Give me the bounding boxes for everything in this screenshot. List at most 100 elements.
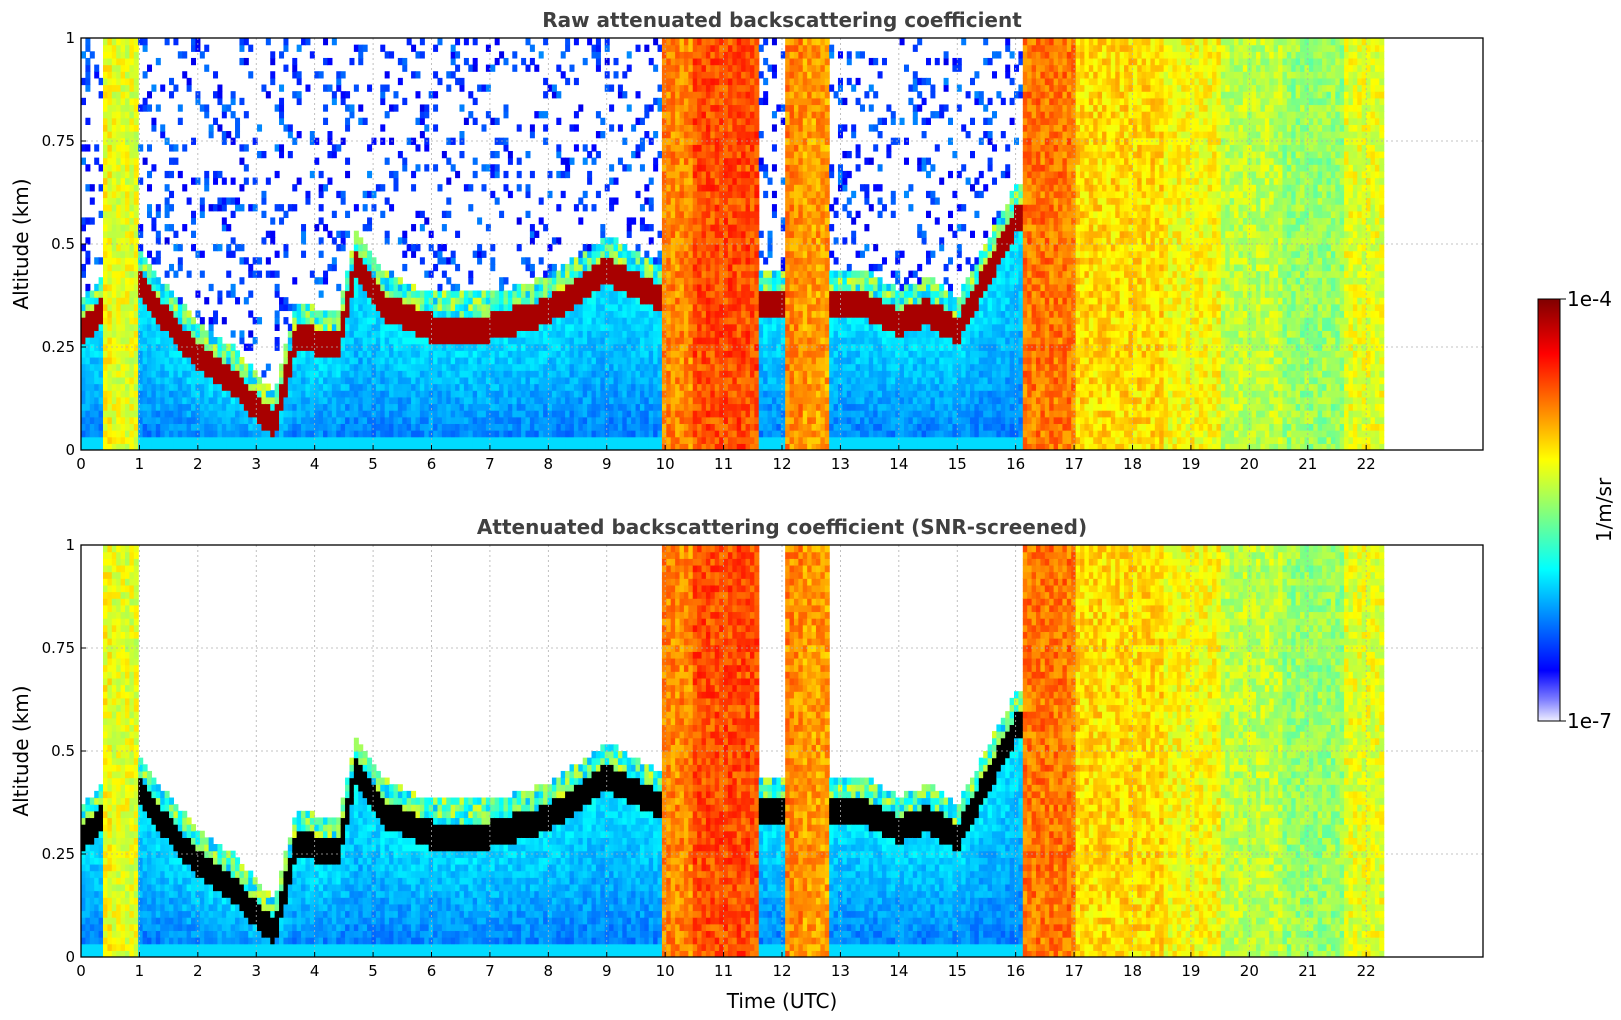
heatmap-cell	[208, 416, 214, 425]
heatmap-cell	[666, 97, 672, 106]
heatmap-cell	[389, 337, 395, 345]
heatmap-cell	[274, 383, 280, 391]
heatmap-cell	[107, 217, 113, 225]
heatmap-cell	[107, 383, 113, 391]
heatmap-cell	[661, 150, 667, 159]
heatmap-cell	[204, 184, 210, 192]
heatmap-cell	[617, 416, 623, 425]
heatmap-cell	[221, 363, 227, 371]
heatmap-cell	[697, 250, 703, 258]
heatmap-cell	[666, 410, 672, 418]
heatmap-cell	[142, 310, 148, 318]
heatmap-cell	[389, 423, 395, 431]
heatmap-cell	[661, 124, 667, 132]
heatmap-cell	[415, 91, 421, 99]
heatmap-cell	[683, 77, 689, 86]
heatmap-cell	[98, 403, 104, 411]
heatmap-cell	[631, 303, 637, 312]
heatmap-cell	[208, 410, 214, 418]
heatmap-cell	[116, 290, 122, 298]
heatmap-cell	[481, 250, 487, 258]
heatmap-cell	[591, 283, 597, 292]
heatmap-cell	[151, 350, 157, 358]
heatmap-cell	[587, 370, 593, 378]
heatmap-cell	[516, 317, 522, 325]
heatmap-cell	[661, 423, 667, 431]
heatmap-cell	[257, 376, 263, 385]
heatmap-cell	[160, 124, 166, 132]
heatmap-cell	[683, 250, 689, 258]
heatmap-cell	[525, 184, 531, 192]
heatmap-cell	[644, 290, 650, 298]
heatmap-cell	[481, 370, 487, 378]
heatmap-cell	[292, 416, 298, 425]
heatmap-cell	[371, 410, 377, 418]
heatmap-cell	[688, 217, 694, 225]
heatmap-cell	[657, 283, 663, 292]
heatmap-cell	[353, 337, 359, 345]
heatmap-cell	[437, 443, 443, 450]
heatmap-cell	[173, 356, 179, 365]
heatmap-cell	[604, 310, 610, 318]
heatmap-cell	[160, 430, 166, 438]
heatmap-cell	[494, 303, 500, 312]
heatmap-cell	[133, 323, 139, 331]
heatmap-cell	[626, 283, 632, 292]
heatmap-cell	[653, 303, 659, 312]
heatmap-cell	[485, 297, 491, 305]
heatmap-cell	[481, 363, 487, 371]
heatmap-cell	[437, 244, 443, 252]
heatmap-cell	[578, 297, 584, 305]
heatmap-cell	[160, 297, 166, 305]
heatmap-cell	[565, 423, 571, 431]
heatmap-cell	[468, 91, 474, 99]
heatmap-cell	[635, 270, 641, 278]
heatmap-cell	[195, 376, 201, 385]
heatmap-cell	[402, 430, 408, 438]
heatmap-cell	[622, 137, 628, 145]
heatmap-cell	[169, 363, 175, 371]
heatmap-cell	[455, 376, 461, 385]
heatmap-cell	[639, 277, 645, 285]
heatmap-cell	[521, 363, 527, 371]
heatmap-cell	[490, 164, 496, 172]
heatmap-cell	[362, 117, 368, 125]
heatmap-cell	[358, 283, 364, 292]
heatmap-cell	[622, 244, 628, 252]
heatmap-cell	[477, 84, 483, 92]
heatmap-cell	[683, 197, 689, 205]
heatmap-cell	[639, 430, 645, 438]
heatmap-cell	[367, 283, 373, 292]
heatmap-cell	[349, 270, 355, 278]
heatmap-cell	[415, 210, 421, 219]
heatmap-cell	[679, 310, 685, 318]
heatmap-cell	[670, 71, 676, 79]
heatmap-cell	[292, 343, 298, 351]
heatmap-cell	[103, 117, 108, 125]
heatmap-cell	[305, 84, 311, 92]
heatmap-cell	[644, 416, 650, 425]
heatmap-cell	[705, 363, 711, 371]
heatmap-cell	[177, 51, 183, 59]
heatmap-cell	[252, 423, 258, 431]
heatmap-cell	[679, 436, 685, 444]
heatmap-cell	[569, 124, 575, 132]
heatmap-cell	[661, 390, 667, 398]
heatmap-cell	[336, 310, 342, 318]
heatmap-cell	[547, 270, 553, 278]
heatmap-cell	[384, 363, 390, 371]
heatmap-cell	[648, 317, 654, 325]
heatmap-cell	[433, 124, 439, 132]
heatmap-cell	[463, 117, 469, 125]
heatmap-cell	[164, 423, 170, 431]
heatmap-cell	[648, 283, 654, 292]
heatmap-cell	[688, 124, 694, 132]
heatmap-cell	[353, 257, 359, 265]
heatmap-cell	[393, 337, 399, 345]
heatmap-cell	[463, 376, 469, 385]
heatmap-cell	[626, 337, 632, 345]
heatmap-cell	[393, 383, 399, 391]
heatmap-cell	[692, 430, 698, 438]
heatmap-cell	[384, 310, 390, 318]
heatmap-cell	[98, 317, 104, 325]
